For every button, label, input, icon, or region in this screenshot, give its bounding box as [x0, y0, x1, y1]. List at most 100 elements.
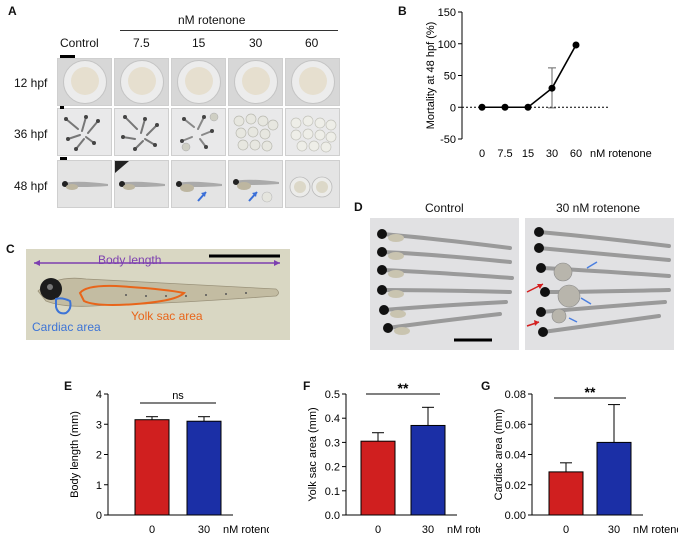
significance-label: ** [398, 380, 409, 396]
x-tick-label: 30 [422, 524, 434, 536]
y-tick-label: 0.4 [325, 413, 340, 425]
larvae-cluster [180, 112, 219, 152]
significance-label: ns [172, 390, 184, 402]
bar [596, 441, 632, 516]
scale-bar [60, 106, 64, 109]
embryo-photo-48hpf-30 [228, 160, 283, 208]
x-tick-label: 0 [149, 524, 155, 536]
larva-side-view [233, 179, 279, 203]
y-tick-label: 1 [96, 480, 102, 492]
data-point [501, 103, 509, 111]
x-tick-label: 30 [608, 524, 620, 536]
embryo-photo-36hpf-30 [228, 108, 283, 156]
embryo-photo-36hpf-15 [171, 108, 226, 156]
treated-label: 30 nM rotenone [556, 201, 641, 215]
x-axis-label: nM rotenone [447, 524, 480, 536]
y-tick-label: 100 [438, 39, 456, 51]
y-tick-label: 0.02 [505, 480, 526, 492]
larvae-cluster [64, 115, 100, 151]
panel-label-g: G [481, 379, 491, 393]
panel-label-f: F [303, 379, 311, 393]
cardiac-area-label: Cardiac area [32, 320, 101, 334]
larva-side-view [176, 181, 222, 202]
y-tick-label: 2 [96, 450, 102, 462]
control-label: Control [425, 201, 464, 215]
yolk-sac-outline [78, 284, 186, 306]
embryo-photo-36hpf-60 [285, 108, 340, 156]
x-tick-label: 30 [546, 148, 558, 160]
cardiac-area-bar-chart: 0.00 0.02 0.04 0.06 0.08 0 30 nM rotenone ** Card… [493, 384, 678, 536]
y-tick-label: 0.00 [505, 510, 526, 522]
body-length-label: Body length [98, 253, 162, 267]
x-axis-label: nM rotenone [633, 524, 678, 536]
embryo-cluster [290, 115, 337, 153]
control-larvae-photo [370, 218, 519, 350]
row-label-48hpf: 48 hpf [14, 179, 48, 193]
larvae-cluster [121, 115, 159, 151]
data-point [524, 103, 532, 111]
mortality-series-line [482, 44, 577, 109]
embryo-photo-36hpf-7-5 [114, 108, 169, 156]
y-tick-label: 0.3 [325, 437, 340, 449]
yolk [185, 67, 213, 95]
yolk [299, 67, 327, 95]
larva-side-view [115, 161, 165, 190]
x-tick-label: 0 [479, 148, 485, 160]
y-tick-label: -50 [440, 134, 456, 146]
rotenone-larvae-photo [525, 218, 674, 350]
data-point [478, 103, 486, 111]
y-tick-label: 0 [96, 510, 102, 522]
y-tick-label: 0.06 [505, 419, 526, 431]
x-axis-label: nM rotenone [590, 148, 652, 160]
panel-label-a: A [8, 4, 17, 18]
column-label-control: Control [60, 36, 99, 50]
y-tick-label: 0.2 [325, 462, 340, 474]
body-length-bar-chart: 0 1 2 3 4 0 30 nM rotenone ns Body length (mm) [69, 389, 269, 536]
rotenone-header: nM rotenone [178, 13, 246, 27]
column-label-60: 60 [305, 36, 319, 50]
rotenone-header-line [120, 30, 338, 31]
larva-side-view [62, 181, 108, 190]
larva-annotated-photo [26, 249, 290, 340]
y-tick-label: 0 [450, 102, 456, 114]
panel-label-e: E [64, 379, 73, 393]
panel-label-d: D [354, 200, 363, 214]
dead-embryos [289, 176, 333, 198]
larvae-fan [377, 229, 514, 342]
embryo-photo-48hpf-control [57, 160, 112, 208]
data-point [572, 41, 580, 49]
row-label-36hpf: 36 hpf [14, 127, 48, 141]
x-tick-label: 60 [570, 148, 582, 160]
bar [186, 420, 222, 516]
panel-label-c: C [6, 242, 15, 256]
y-tick-label: 50 [444, 71, 456, 83]
yolk-sac-bar-chart: 0.0 0.1 0.2 0.3 0.4 0.5 0 30 nM rotenone ** Yolk s… [307, 380, 480, 536]
data-point [548, 84, 556, 92]
y-axis-label: Yolk sac area (mm) [307, 407, 319, 501]
yolk [71, 67, 99, 95]
y-tick-label: 150 [438, 7, 456, 19]
panel-label-b: B [398, 4, 407, 18]
column-label-15: 15 [192, 36, 206, 50]
larva-annotation-drawing [34, 254, 280, 315]
embryo-photo-12hpf-15 [171, 58, 226, 106]
bar [134, 419, 170, 516]
y-axis-label: Mortality at 48 hpf (%) [425, 22, 437, 130]
y-tick-label: 4 [96, 389, 102, 401]
embryo-photo-48hpf-60 [285, 160, 340, 208]
cardiac-outline [55, 297, 72, 315]
row-label-12hpf: 12 hpf [14, 76, 48, 90]
column-label-7-5: 7.5 [133, 36, 150, 50]
column-label-30: 30 [249, 36, 263, 50]
y-tick-label: 0.0 [325, 510, 340, 522]
y-tick-label: 0.5 [325, 389, 340, 401]
y-axis-label: Cardiac area (mm) [493, 409, 505, 501]
y-tick-label: 0.04 [505, 450, 526, 462]
y-tick-label: 0.08 [505, 389, 526, 401]
embryo-photo-48hpf-15 [171, 160, 226, 208]
scale-bar [60, 157, 67, 160]
y-axis-label: Body length (mm) [69, 411, 81, 498]
embryo-photo-12hpf-30 [228, 58, 283, 106]
embryo-photo-48hpf-7-5 [114, 160, 169, 208]
embryo-photo-12hpf-control [57, 58, 112, 106]
